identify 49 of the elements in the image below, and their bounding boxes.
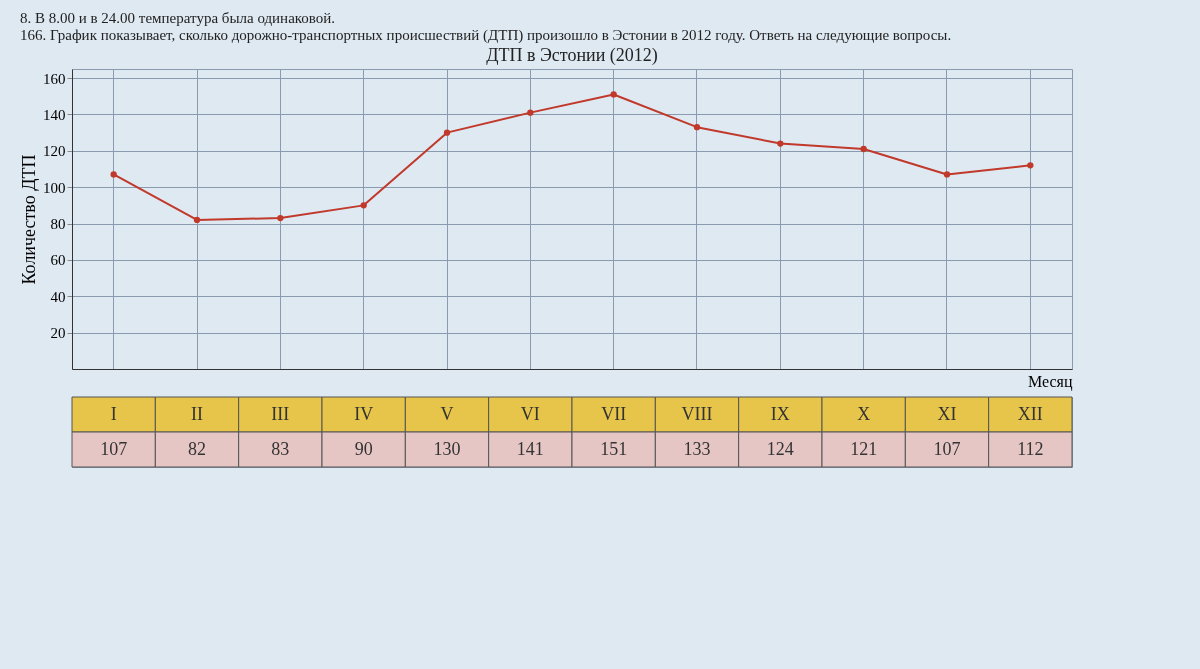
point: [610, 91, 617, 98]
y-tick-label: 80: [50, 216, 66, 233]
y-axis-title: Количество ДТП: [19, 154, 39, 285]
x-tick-label: VI: [520, 403, 540, 424]
data-label: 141: [516, 438, 544, 459]
y-tick-label: 60: [50, 252, 66, 269]
data-label: 124: [766, 438, 794, 459]
point: [860, 145, 867, 153]
data-label: 90: [354, 438, 373, 459]
data-label: 130: [433, 438, 461, 459]
x-tick-label: IX: [770, 403, 790, 424]
x-tick-label: VIII: [681, 403, 713, 424]
x-tick-label: III: [271, 403, 290, 424]
x-tick-label: V: [440, 403, 454, 424]
y-tick-label: 120: [43, 143, 66, 160]
x-tick-label: X: [857, 403, 871, 424]
point: [943, 171, 951, 178]
data-label: 107: [933, 438, 961, 459]
y-tick-label: 140: [43, 106, 66, 123]
point: [193, 216, 201, 224]
x-tick-label: XI: [937, 403, 957, 424]
data-label: 133: [683, 438, 711, 459]
chart-title: ДТП в Эстонии (2012): [486, 45, 658, 66]
x-tick-label: IV: [354, 403, 374, 424]
y-tick-label: 100: [43, 179, 66, 196]
x-tick-label: VII: [601, 403, 627, 424]
point: [443, 129, 451, 136]
point: [777, 140, 784, 147]
text: 166. График показывает, сколько дорожно-транспортных происшествий (ДТП) произошло в Эстонии в 2012 году. Ответь на следующие вопросы.: [20, 26, 952, 44]
x-tick-label: XII: [1017, 403, 1043, 424]
x-tick-label: II: [191, 403, 203, 424]
point: [110, 171, 117, 178]
x-axis-title: Месяц: [1027, 372, 1073, 391]
y-tick-label: 40: [50, 288, 66, 305]
data-label: 83: [271, 438, 290, 459]
point: [360, 202, 367, 209]
data-label: 121: [850, 438, 878, 459]
data-label: 82: [188, 438, 206, 459]
data-label: 112: [1017, 438, 1044, 459]
point: [277, 214, 284, 222]
data-label: 151: [600, 438, 628, 459]
y-tick-label: 20: [50, 325, 66, 342]
data-label: 107: [100, 438, 128, 459]
point: [693, 124, 701, 131]
text: 8. В 8.00 и в 24.00 температура была одинаковой.: [20, 9, 336, 26]
y-tick-label: 160: [43, 70, 66, 87]
point: [527, 109, 534, 116]
x-tick-label: I: [110, 403, 117, 424]
point: [1027, 162, 1034, 169]
